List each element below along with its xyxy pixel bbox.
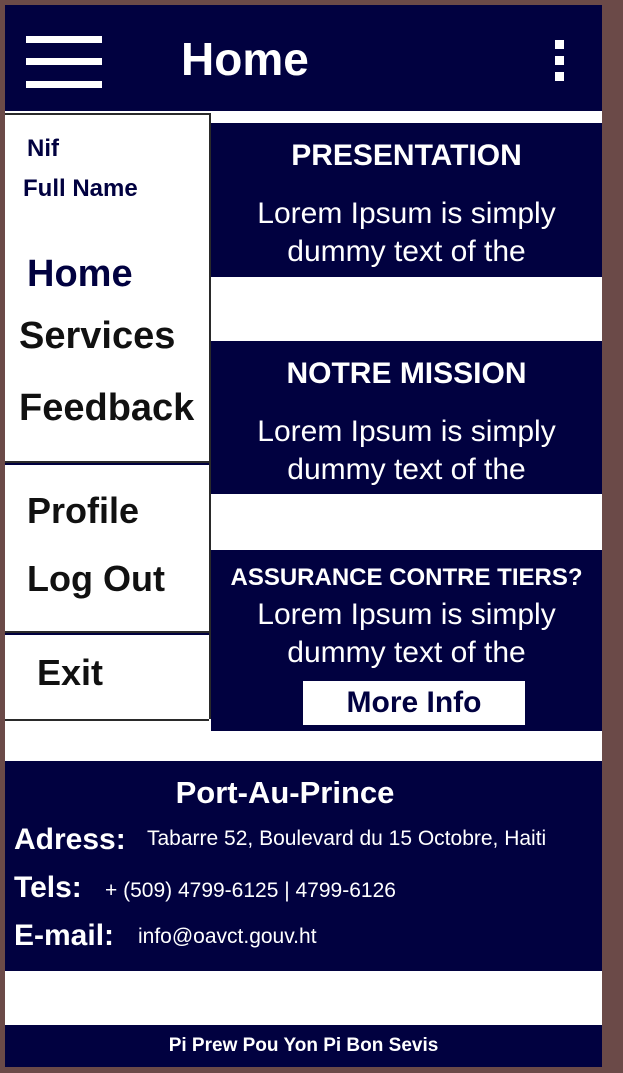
drawer-item-profile[interactable]: Profile xyxy=(27,490,140,531)
contact-city: Port-Au-Prince xyxy=(175,775,395,810)
drawer-item-logout[interactable]: Log Out xyxy=(27,558,165,599)
email-label: E-mail: xyxy=(14,919,115,952)
card-text: Lorem Ipsum is simply dummy text of the xyxy=(257,415,556,486)
drawer-item-feedback[interactable]: Feedback xyxy=(19,387,195,429)
more-info-button[interactable]: More Info xyxy=(303,681,525,725)
tels-label: Tels: xyxy=(14,871,82,904)
address-value: Tabarre 52, Boulevard du 15 Octobre, Hai… xyxy=(147,827,547,850)
slogan-bar: Pi Prew Pou Yon Pi Bon Sevis xyxy=(5,1025,602,1067)
drawer-item-exit[interactable]: Exit xyxy=(37,652,104,693)
user-nif: Nif xyxy=(27,135,59,162)
assurance-card: ASSURANCE CONTRE TIERS? Lorem Ipsum is s… xyxy=(211,550,602,731)
presentation-card: PRESENTATION Lorem Ipsum is simply dummy… xyxy=(211,123,602,277)
drawer-item-home[interactable]: Home xyxy=(27,253,133,295)
user-full-name: Full Name xyxy=(23,175,138,202)
contact-panel: Port-Au-Prince Adress: Tabarre 52, Boule… xyxy=(5,761,602,971)
hamburger-menu-icon[interactable] xyxy=(26,36,102,88)
mission-card: NOTRE MISSION Lorem Ipsum is simply dumm… xyxy=(211,341,602,494)
tels-value[interactable]: + (509) 4799-6125 | 4799-6126 xyxy=(105,879,396,902)
card-title: NOTRE MISSION xyxy=(286,357,527,390)
app-screen: Home PRESENTATION Lorem Ipsum is simply … xyxy=(5,5,602,1067)
card-text: Lorem Ipsum is simply dummy text of the xyxy=(257,598,556,669)
navigation-drawer: Nif Full Name Home Services Feedback Pro… xyxy=(5,113,211,721)
card-title: ASSURANCE CONTRE TIERS? xyxy=(230,564,583,591)
email-value[interactable]: info@oavct.gouv.ht xyxy=(138,925,317,948)
slogan-text: Pi Prew Pou Yon Pi Bon Sevis xyxy=(168,1035,439,1056)
drawer-item-services[interactable]: Services xyxy=(19,315,176,357)
drawer-section-exit: Exit xyxy=(5,633,209,721)
drawer-section-main: Nif Full Name Home Services Feedback xyxy=(5,113,209,463)
address-label: Adress: xyxy=(14,823,126,856)
card-title: PRESENTATION xyxy=(291,139,522,172)
card-text: Lorem Ipsum is simply dummy text of the xyxy=(257,197,556,268)
more-vert-icon[interactable] xyxy=(553,40,567,82)
drawer-section-account: Profile Log Out xyxy=(5,463,209,633)
app-bar: Home xyxy=(5,5,602,111)
page-title: Home xyxy=(181,33,309,85)
